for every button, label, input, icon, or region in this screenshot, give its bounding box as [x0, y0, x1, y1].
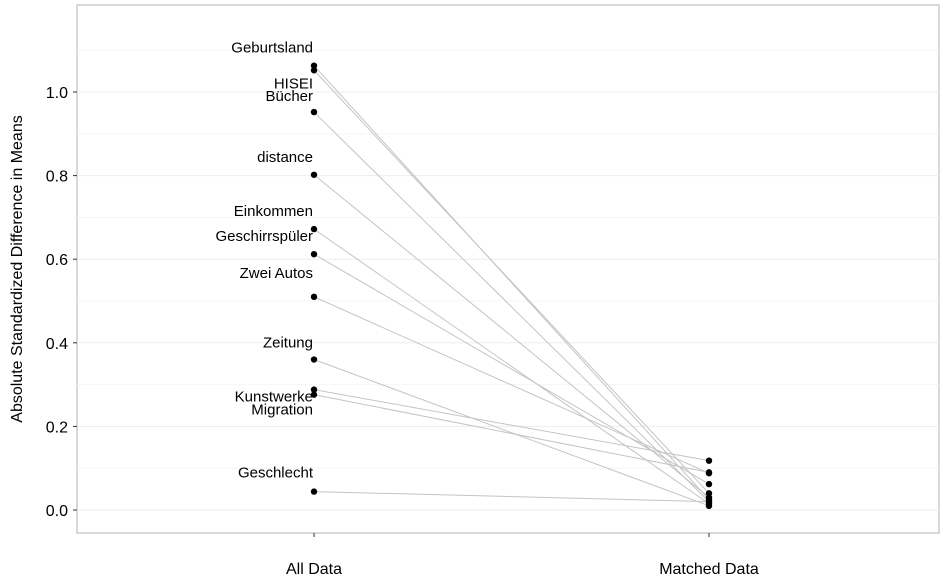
connecting-lines: [313, 65, 710, 507]
variable-label: Geschlecht: [238, 465, 314, 482]
y-tick-label: 0.6: [46, 252, 68, 269]
variable-label: Einkommen: [234, 203, 313, 220]
series-line: [313, 389, 710, 462]
variable-label: Migration: [251, 402, 313, 419]
variable-label: distance: [257, 149, 313, 166]
y-axis-title: Absolute Standardized Difference in Mean…: [9, 115, 26, 422]
series-line: [313, 253, 710, 485]
series-line: [313, 69, 710, 494]
data-points: [310, 62, 713, 510]
x-tick-label: Matched Data: [659, 561, 759, 578]
series-line: [313, 111, 710, 502]
data-point-matched: [705, 498, 713, 505]
variable-label: Zeitung: [263, 335, 313, 352]
data-point-all: [310, 225, 318, 233]
data-point-all: [310, 250, 318, 258]
y-axis-ticks: 0.0 0.2 0.4 0.6 0.8 1.0: [46, 85, 77, 520]
data-point-matched: [705, 469, 713, 476]
variable-label: Geburtsland: [231, 40, 313, 57]
series-line: [313, 65, 710, 500]
y-tick-label: 1.0: [46, 85, 68, 102]
data-point-matched: [705, 457, 713, 464]
data-point-all: [310, 386, 318, 393]
x-tick-label: All Data: [286, 561, 342, 578]
y-tick-label: 0.8: [46, 169, 68, 186]
variable-label: Kunstwerke: [235, 389, 313, 406]
data-point-all: [310, 108, 318, 116]
series-line: [313, 491, 710, 503]
series-line: [313, 359, 710, 507]
variable-label: Zwei Autos: [240, 265, 313, 282]
data-point-all: [310, 293, 318, 301]
grid-lines: [77, 49, 939, 511]
y-tick-label: 0.0: [46, 503, 68, 520]
variable-label: Geschirrspüler: [215, 228, 313, 245]
x-axis-ticks: All Data Matched Data: [286, 533, 759, 578]
series-line: [313, 228, 710, 505]
data-point-all: [310, 67, 318, 74]
series-line: [313, 394, 710, 473]
data-point-matched: [705, 480, 713, 488]
variable-label: Bücher: [265, 88, 313, 105]
y-tick-label: 0.4: [46, 336, 68, 353]
y-tick-label: 0.2: [46, 419, 68, 436]
data-point-all: [310, 62, 318, 69]
data-point-all: [310, 356, 318, 363]
plot-panel: [76, 4, 940, 534]
series-line: [313, 296, 710, 474]
data-point-all: [310, 171, 318, 178]
variable-label: HISEI: [274, 75, 313, 92]
data-point-all: [310, 391, 318, 398]
data-point-all: [310, 488, 318, 495]
